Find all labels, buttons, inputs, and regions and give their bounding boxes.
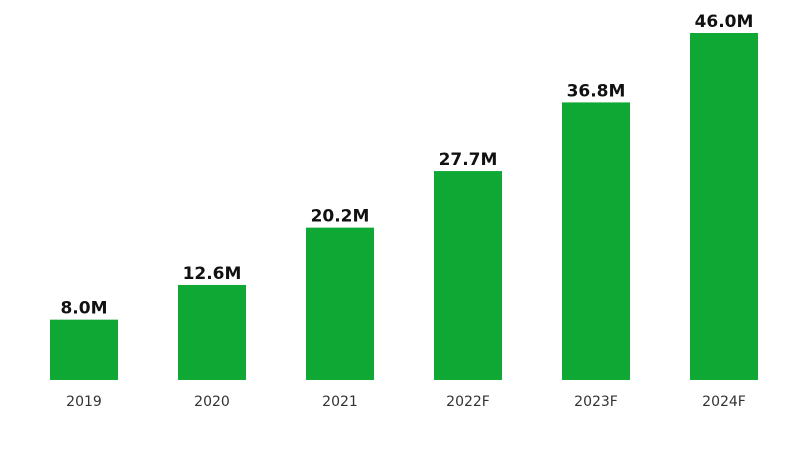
category-label-2021: 2021 [322, 394, 358, 410]
bar-2020 [178, 284, 246, 380]
category-label-2023f: 2023F [574, 394, 618, 410]
category-label-2019: 2019 [66, 394, 102, 410]
category-label-2024f: 2024F [702, 394, 746, 410]
value-label-2022f: 27.7M [439, 150, 498, 170]
bar-2022f [434, 171, 502, 380]
category-label-2020: 2020 [194, 394, 230, 410]
value-label-2023f: 36.8M [567, 81, 626, 101]
bar-2023f [562, 102, 630, 381]
value-label-2021: 20.2M [311, 207, 370, 227]
value-label-2024f: 46.0M [695, 12, 754, 32]
category-label-2022f: 2022F [446, 394, 490, 410]
bar-2024f [690, 33, 758, 380]
value-label-2020: 12.6M [183, 264, 242, 284]
bar-2019 [50, 319, 118, 380]
bar-2021 [306, 227, 374, 380]
value-label-2019: 8.0M [60, 299, 107, 319]
